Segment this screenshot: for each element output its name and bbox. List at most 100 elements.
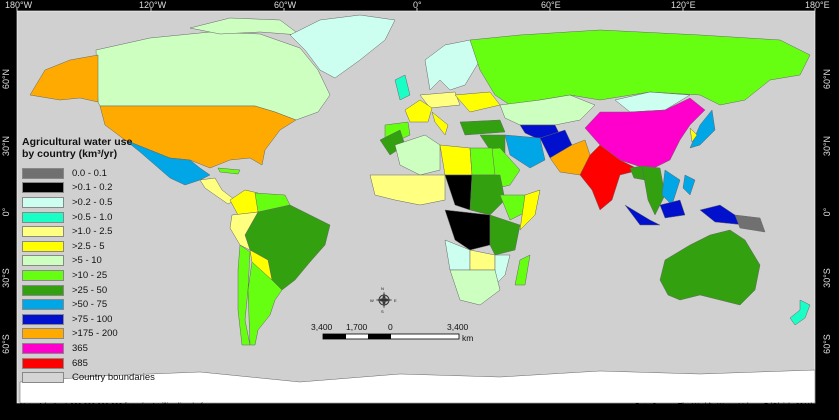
region-antarctica (19, 369, 816, 404)
legend-label: >50 - 75 (72, 299, 108, 311)
legend-item: >75 - 100 (22, 312, 202, 327)
region-germany-poland (419, 91, 461, 109)
lon-label: 120°E (671, 0, 696, 10)
legend-label: >25 - 50 (72, 284, 108, 296)
region-france (404, 99, 433, 123)
region-iran (504, 134, 546, 169)
region-south-africa (449, 269, 501, 306)
legend-swatch (22, 299, 64, 311)
legend-swatch (22, 357, 64, 369)
legend-item: 365 (22, 341, 202, 356)
lat-label: 30°S (1, 268, 11, 288)
graticule-ticks (16, 8, 816, 11)
legend-item: >50 - 75 (22, 297, 202, 312)
legend: Agricultural water use by country (km³/y… (22, 136, 202, 385)
region-turkey (459, 119, 506, 136)
legend-label: >1.0 - 2.5 (72, 226, 113, 238)
scale-label: 0 (388, 322, 393, 332)
lat-label: 0° (1, 207, 11, 217)
lat-label: 60°N (822, 68, 832, 90)
region-indonesia-west (624, 204, 661, 226)
region-uk (394, 74, 411, 101)
lon-label: 60°E (541, 0, 561, 10)
region-india (579, 144, 641, 211)
region-japan (689, 109, 716, 149)
legend-label: >0.1 - 0.2 (72, 182, 113, 194)
units-note: Note: 1 km³ = 1,000,000,000,000 liters (… (20, 403, 222, 410)
region-kazakhstan (499, 94, 596, 126)
lon-label: 180°W (5, 0, 33, 10)
legend-swatch (22, 313, 64, 325)
legend-swatch (22, 328, 64, 340)
legend-swatch (22, 182, 64, 194)
lon-label: 0° (413, 0, 422, 10)
legend-item: 685 (22, 356, 202, 371)
region-libya (439, 144, 473, 176)
region-italy (431, 111, 449, 136)
legend-swatch (22, 255, 64, 267)
compass-n: N (381, 286, 384, 291)
region-scandinavia (424, 39, 481, 91)
legend-items: 0.0 - 0.1 >0.1 - 0.2 >0.2 - 0.5 >0.5 - 1.0 >… (22, 166, 202, 385)
legend-swatch (22, 284, 64, 296)
legend-label: >0.2 - 0.5 (72, 196, 113, 208)
scale-unit: km (462, 333, 474, 343)
region-madagascar (514, 254, 531, 286)
compass-rose-icon (375, 291, 393, 309)
legend-title-line2: by country (km³/yr) (22, 148, 118, 160)
region-argentina (247, 261, 283, 346)
legend-swatch (22, 269, 64, 281)
legend-label: >5 - 10 (72, 255, 102, 267)
legend-swatch (22, 372, 64, 384)
scale-label: 3,400 (447, 322, 469, 332)
legend-label: >10 - 25 (72, 269, 108, 281)
legend-item: >175 - 200 (22, 327, 202, 342)
region-somalia (519, 189, 541, 231)
scale-label: 1,700 (346, 322, 368, 332)
legend-item: >0.5 - 1.0 (22, 210, 202, 225)
region-mexico (124, 139, 211, 186)
scale-bar (322, 333, 460, 340)
legend-swatch (22, 211, 64, 223)
region-papua-new-guinea (734, 214, 766, 233)
legend-item: >0.1 - 0.2 (22, 181, 202, 196)
scale-label: 3,400 (311, 322, 333, 332)
lat-label: 30°N (822, 135, 832, 157)
lat-label: 60°S (822, 334, 832, 354)
lon-label: 60°W (274, 0, 297, 10)
legend-label: >2.5 - 5 (72, 240, 105, 252)
legend-title-line1: Agricultural water use (22, 136, 133, 148)
legend-item: >1.0 - 2.5 (22, 224, 202, 239)
lat-label: 30°S (822, 268, 832, 288)
compass-w: W (370, 298, 374, 303)
region-alaska (29, 54, 99, 103)
legend-label: 365 (72, 342, 88, 354)
region-indonesia-borneo (659, 199, 686, 219)
legend-item: >2.5 - 5 (22, 239, 202, 254)
lon-label: 120°W (139, 0, 167, 10)
legend-label: Country boundaries (72, 372, 155, 384)
region-greenland (289, 14, 396, 79)
region-philippines (682, 174, 696, 196)
region-korea (689, 127, 698, 143)
compass-s: S (381, 309, 384, 314)
data-source: Data Source: The World's Water, Volume 7… (635, 403, 813, 410)
legend-item: Country boundaries (22, 370, 202, 385)
legend-item: >10 - 25 (22, 268, 202, 283)
legend-label: 685 (72, 357, 88, 369)
region-mongolia (614, 91, 691, 113)
lat-label: 0° (822, 207, 832, 217)
compass-e: E (394, 298, 397, 303)
legend-swatch (22, 226, 64, 238)
region-cuba (217, 167, 241, 175)
region-algeria (394, 134, 441, 176)
region-egypt (469, 147, 496, 176)
legend-swatch (22, 240, 64, 252)
legend-swatch (22, 196, 64, 208)
legend-item: >5 - 10 (22, 254, 202, 269)
lat-label: 60°S (1, 334, 11, 354)
lat-label: 30°N (1, 135, 11, 157)
legend-item: >25 - 50 (22, 283, 202, 298)
legend-swatch (22, 167, 64, 179)
